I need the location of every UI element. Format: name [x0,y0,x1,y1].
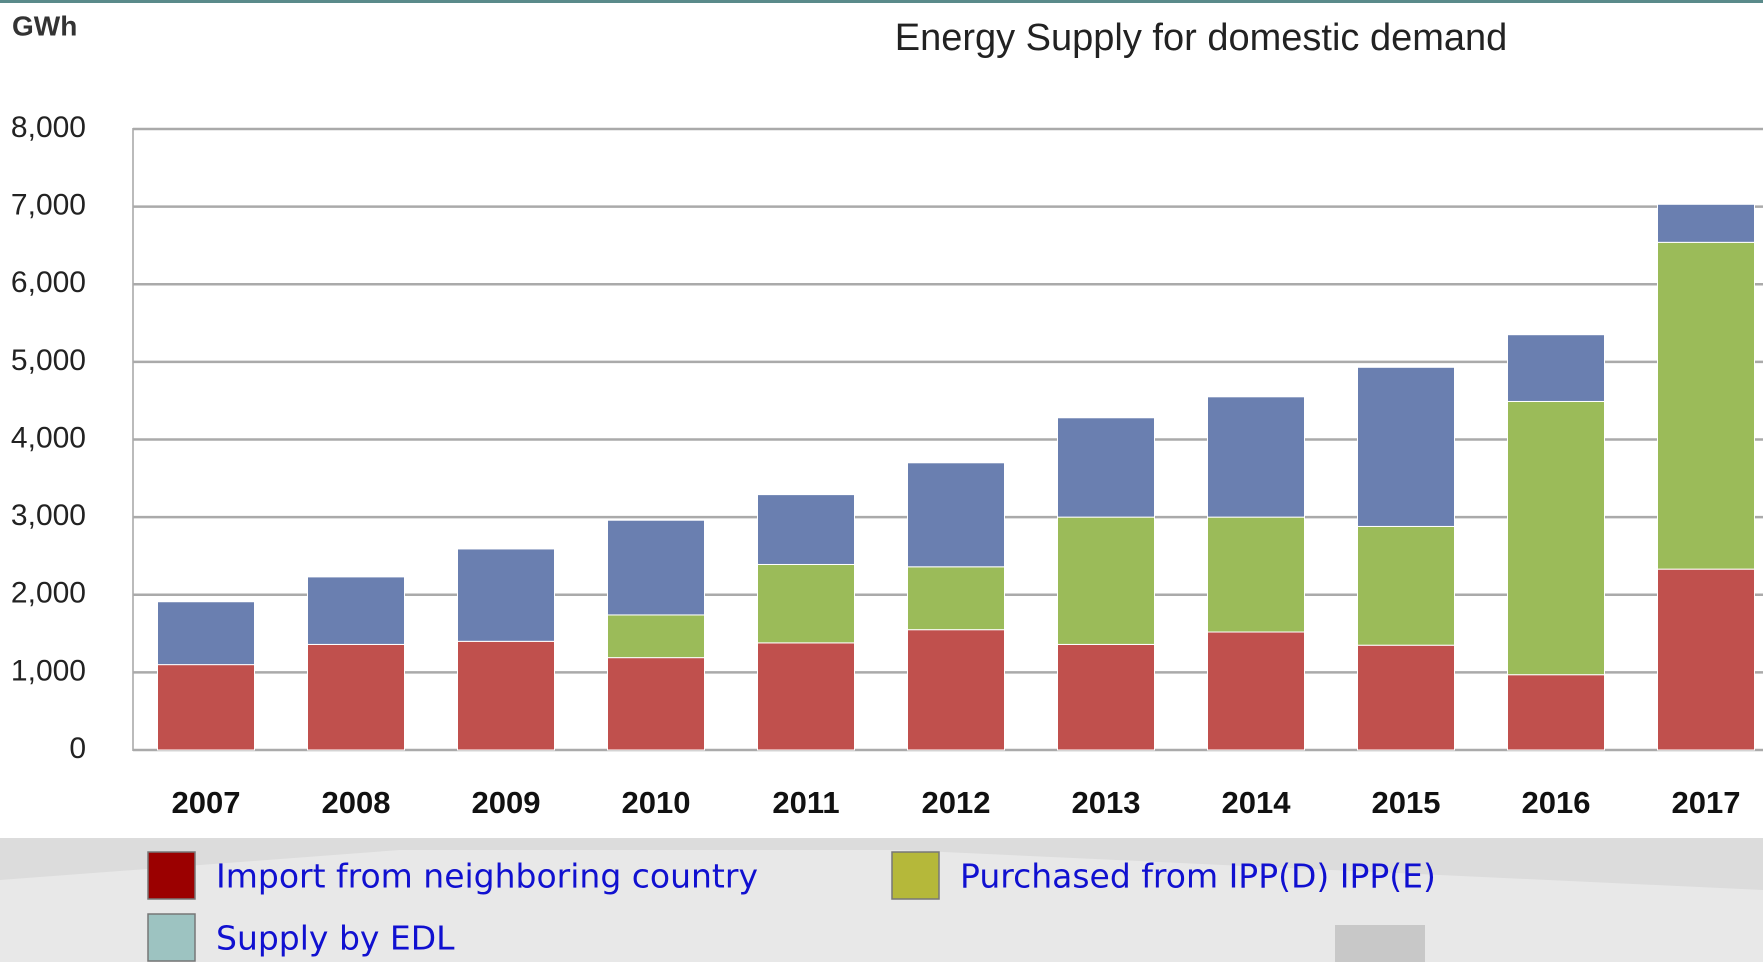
x-tick-label: 2012 [922,785,991,820]
y-tick-label: 8,000 [11,111,86,144]
bar-segment [1657,203,1755,243]
bar-segment [907,629,1005,751]
bar-segment [1207,396,1305,518]
y-tick-label: 6,000 [11,266,86,299]
bar-segment [307,643,405,751]
legend-swatch [147,913,196,962]
y-tick-label: 4,000 [11,421,86,454]
legend-label: Purchased from IPP(D) IPP(E) [960,857,1436,896]
bar-segment [1357,525,1455,646]
y-axis-label: GWh [12,10,77,41]
bar-segment [1057,417,1155,518]
legend-swatch [147,851,196,900]
bar-segment [1507,674,1605,751]
x-tick-label: 2015 [1372,785,1441,820]
bar-segment [1357,644,1455,751]
bar-segment [1507,400,1605,676]
bar-segment [1057,516,1155,645]
bar-segment [757,563,855,644]
bar-segment [1207,631,1305,751]
chart-area [0,0,1763,838]
y-tick-label: 1,000 [11,654,86,687]
x-tick-label: 2014 [1222,785,1292,820]
y-tick-label: 2,000 [11,577,86,610]
bar-segment [607,614,705,659]
bar-segment [1657,568,1755,751]
bar-segment [1207,516,1305,633]
background-streak [0,850,1763,962]
bar-segment [157,601,255,666]
x-tick-label: 2011 [772,785,839,820]
bar-segment [157,664,255,751]
y-tick-label: 7,000 [11,189,86,222]
legend-label: Import from neighboring country [216,857,758,896]
bar-segment [607,519,705,616]
legend-label: Supply by EDL [216,919,455,958]
bar-segment [457,548,555,642]
bar-segment [757,642,855,751]
bar-segment [1507,334,1605,402]
background-block [1335,925,1425,962]
legend-swatch [891,851,940,900]
x-tick-label: 2009 [472,785,541,820]
bar-segment [307,576,405,645]
chart-title: Energy Supply for domestic demand [895,17,1508,59]
x-tick-label: 2017 [1672,785,1741,820]
bar-segment [457,640,555,751]
x-tick-label: 2013 [1072,785,1141,820]
bar-segment [907,462,1005,568]
bar-segment [907,566,1005,631]
y-tick-label: 0 [69,732,86,765]
y-tick-label: 5,000 [11,344,86,377]
bar-segment [1357,366,1455,527]
bar-segment [1057,643,1155,751]
x-tick-label: 2008 [322,785,391,820]
x-tick-label: 2016 [1522,785,1591,820]
bar-segment [607,657,705,751]
bar-segment [1657,241,1755,570]
x-tick-label: 2010 [622,785,691,820]
bar-segment [757,494,855,565]
y-tick-label: 3,000 [11,499,86,532]
x-tick-label: 2007 [172,785,241,820]
